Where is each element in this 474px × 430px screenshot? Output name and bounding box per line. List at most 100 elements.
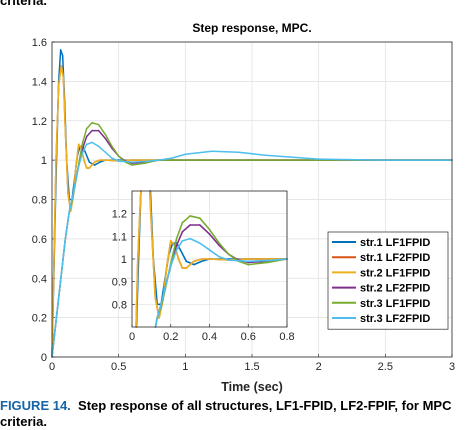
inset-y-tick-label: 0.9 [112,277,127,289]
main-series-segment [81,135,88,150]
inset-series-lines [135,190,288,328]
main-x-tick-label: 2 [316,361,322,373]
legend-entry-label: str.1 LF2FPID [360,252,430,264]
main-series-segment [59,49,64,57]
inset-series-segment [228,259,250,263]
inset-zoom-chart: 0 0.2 0.4 0.6 0.8 0.8 0.9 1 1.1 1.2 [112,190,295,343]
main-series-segment [211,150,240,153]
inset-series-segment [181,215,191,224]
main-series-segment [75,143,80,167]
caption-text: Step response of all structures, LF1-FPI… [78,398,452,413]
inset-series-segment [193,260,203,266]
inset-series-segment [169,249,178,267]
inset-y-tick-label: 1.2 [112,209,127,221]
main-x-tick-label: 1 [182,361,188,373]
main-series-segment [57,64,63,87]
main-series-segment [57,49,62,83]
inset-series-segment [175,231,184,247]
main-y-tick-label: 1 [41,155,47,167]
figure-caption: FIGURE 14. Step response of all structur… [0,398,451,413]
caption-continuation: criteria. [0,414,47,429]
legend-entry-label: str.3 LF1FPID [360,298,430,310]
main-series-segment [104,151,113,159]
inset-series-segment [218,255,230,261]
inset-series-segment [247,261,269,266]
inset-series-segment [218,242,230,256]
inset-series-segment [189,215,201,219]
inset-series-segment [185,260,195,266]
main-series-segment [104,133,113,148]
inset-x-tick-label: 0.2 [163,331,178,343]
main-series-segment [93,159,101,163]
main-y-tick-label: 1.6 [32,37,47,49]
inset-series-segment [199,217,211,231]
main-series-segment [97,123,107,136]
inset-series-segment [189,237,201,244]
main-series-line-6 [51,141,453,358]
main-y-tick-label: 0.4 [32,273,47,285]
inset-x-tick-label: 0.4 [202,331,217,343]
inset-series-segment [137,190,142,260]
inset-series-segment [185,260,195,269]
inset-series-line-3 [135,190,288,328]
inset-series-segment [199,242,211,251]
main-series-segment [157,157,173,161]
inset-series-segment [175,240,184,251]
main-y-tick-label: 0.6 [32,234,47,246]
inset-x-tick-label: 0.8 [279,331,294,343]
inset-series-segment [199,224,211,235]
main-y-tick-label: 1.4 [32,76,47,88]
main-series-segment [91,141,100,148]
main-series-lines [51,49,453,358]
main-series-segment [97,129,107,140]
legend-entry-label: str.2 LF2FPID [360,283,430,295]
main-series-segment [71,184,76,201]
main-series-segment [57,238,67,299]
inset-series-segment [208,233,220,247]
main-axes-box [51,41,453,358]
main-series-segment [111,145,120,157]
main-x-tick-label: 2.5 [378,361,393,373]
main-x-tick-label: 1.5 [244,361,259,373]
inset-y-tick-label: 1.1 [112,231,127,243]
main-series-segment [237,151,267,156]
inset-series-segment [179,249,188,263]
main-series-segment [51,159,57,358]
inset-series-segment [181,237,191,242]
inset-axes-box [131,190,288,328]
main-series-segment [93,161,101,166]
inset-series-segment [193,258,203,263]
main-series-segment [73,165,80,187]
main-series-segment [97,145,107,153]
inset-y-tick-label: 0.8 [112,299,127,311]
inset-series-segment [208,249,220,258]
main-series-segment [77,143,83,150]
main-series-segment [131,162,147,166]
caption-top-fragment: criteria. [0,0,47,8]
inset-series-segment [177,258,184,269]
inset-series-segment [154,317,158,328]
legend-entry-label: str.3 LF2FPID [360,313,430,325]
main-series-segment [83,159,88,169]
main-series-segment [84,151,91,163]
inset-x-tick-label: 0.6 [241,331,256,343]
main-series-segment [81,127,88,144]
main-series-segment [124,161,133,166]
inset-y-tick-label: 1 [121,254,127,266]
main-series-segment [64,129,69,195]
main-series-segment [264,154,320,160]
main-series-segment [81,143,88,153]
inset-series-segment [166,240,172,267]
main-y-tick-labels: 0 0.2 0.4 0.6 0.8 1 1.2 1.4 1.6 [32,37,47,364]
inset-series-segment [247,259,269,263]
main-x-tick-label: 0.5 [111,361,126,373]
x-axis-label: Time (sec) [221,380,283,394]
figure-label: FIGURE 14. [0,398,71,413]
main-series-segment [62,76,67,132]
main-series-segment [55,84,60,161]
main-series-segment [91,121,100,126]
inset-series-segment [135,258,139,328]
inset-series-segment [181,224,191,233]
inset-series-segment [169,240,176,247]
